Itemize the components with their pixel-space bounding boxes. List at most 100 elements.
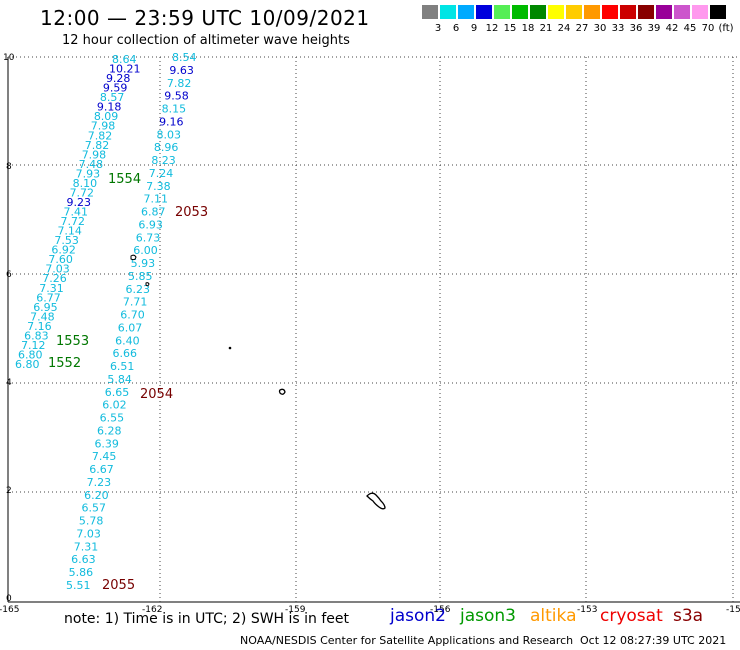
track-b-value: 6.20 bbox=[84, 489, 109, 502]
page-subtitle: 12 hour collection of altimeter wave hei… bbox=[62, 33, 350, 48]
track-b-value: 6.65 bbox=[105, 386, 130, 399]
track-a-value: 6.83 bbox=[24, 329, 49, 342]
track-a-value: 7.82 bbox=[85, 139, 110, 152]
scale-label: 30 bbox=[593, 23, 607, 34]
track-a-value: 10.21 bbox=[109, 63, 141, 76]
scale-swatch bbox=[440, 5, 456, 19]
scale-swatch bbox=[512, 5, 528, 19]
track-b-value: 5.84 bbox=[107, 373, 131, 386]
track-b-value: 6.00 bbox=[133, 244, 158, 257]
island-outline bbox=[228, 346, 232, 350]
track-a-value: 7.31 bbox=[39, 282, 64, 295]
track-b-value: 7.03 bbox=[76, 527, 101, 540]
track-b-value: 5.86 bbox=[69, 566, 94, 579]
satellite-label-jason2: jason2 bbox=[390, 606, 446, 626]
track-b-value: 6.23 bbox=[125, 283, 149, 296]
scale-swatch bbox=[566, 5, 582, 19]
track-a-value: 7.16 bbox=[27, 320, 52, 333]
island-outline bbox=[366, 492, 386, 510]
pass-number-label: 1554 bbox=[108, 172, 141, 187]
pass-number-label: 2054 bbox=[140, 387, 173, 402]
track-a-value: 8.10 bbox=[73, 177, 98, 190]
track-b-value: 7.82 bbox=[167, 77, 192, 90]
lat-tick-label: 6 bbox=[6, 270, 12, 280]
island-outline bbox=[145, 282, 150, 287]
track-a-value: 9.59 bbox=[103, 82, 128, 95]
lon-tick-label: -153 bbox=[577, 605, 597, 615]
scale-swatch bbox=[656, 5, 672, 19]
pass-number-label: 2055 bbox=[102, 578, 135, 593]
track-b-value: 6.39 bbox=[94, 437, 119, 450]
track-b-value: 8.03 bbox=[156, 128, 181, 141]
track-b-value: 8.54 bbox=[172, 51, 197, 64]
track-b-value: 6.57 bbox=[82, 502, 107, 515]
pass-number-label: 2053 bbox=[175, 205, 208, 220]
track-b-value: 6.67 bbox=[89, 463, 114, 476]
track-a-value: 7.53 bbox=[54, 234, 79, 247]
lon-tick-label: -162 bbox=[142, 605, 162, 615]
track-b-value: 8.23 bbox=[151, 154, 176, 167]
scale-swatch bbox=[638, 5, 654, 19]
track-b-value: 6.28 bbox=[97, 424, 122, 437]
track-b-value: 6.55 bbox=[100, 412, 125, 425]
track-b-value: 9.58 bbox=[164, 90, 189, 103]
track-a-value: 7.98 bbox=[91, 120, 116, 133]
track-a-value: 7.60 bbox=[48, 253, 73, 266]
track-b-value: 6.87 bbox=[141, 206, 166, 219]
scale-swatch bbox=[458, 5, 474, 19]
track-b-value: 7.23 bbox=[87, 476, 112, 489]
track-a-value: 8.64 bbox=[112, 53, 137, 66]
track-b-value: 8.15 bbox=[162, 103, 187, 116]
track-b-value: 6.66 bbox=[113, 347, 138, 360]
footer-note: note: 1) Time is in UTC; 2) SWH is in fe… bbox=[64, 611, 350, 627]
satellite-label-jason3: jason3 bbox=[460, 606, 516, 626]
track-b-value: 6.02 bbox=[102, 399, 127, 412]
track-b-value: 6.07 bbox=[118, 321, 142, 334]
track-a-value: 7.12 bbox=[21, 339, 46, 352]
track-b-value: 6.40 bbox=[115, 334, 140, 347]
lon-tick-label: -15 bbox=[726, 605, 740, 615]
scale-swatch bbox=[620, 5, 636, 19]
track-a-value: 7.48 bbox=[79, 158, 104, 171]
track-a-value: 7.82 bbox=[88, 129, 113, 142]
island-outline bbox=[130, 254, 137, 261]
lat-tick-label: 2 bbox=[6, 486, 12, 496]
scale-label: 45 bbox=[683, 23, 697, 34]
track-a-value: 7.98 bbox=[82, 148, 107, 161]
lat-tick-label: 0 bbox=[6, 594, 12, 604]
track-b-value: 6.70 bbox=[120, 309, 145, 322]
track-a-value: 7.72 bbox=[70, 186, 95, 199]
track-b-value: 5.93 bbox=[131, 257, 156, 270]
track-a-value: 6.92 bbox=[51, 244, 76, 257]
scale-swatch bbox=[584, 5, 600, 19]
lon-tick-label: -159 bbox=[285, 605, 306, 615]
track-b-value: 8.96 bbox=[154, 141, 179, 154]
track-a-value: 6.80 bbox=[18, 348, 43, 361]
scale-label: 9 bbox=[470, 23, 478, 34]
lat-tick-label: 4 bbox=[6, 378, 12, 388]
track-a-value: 8.57 bbox=[100, 91, 125, 104]
track-b-value: 7.38 bbox=[146, 180, 171, 193]
track-b-value: 6.63 bbox=[71, 553, 96, 566]
scale-label: 6 bbox=[452, 23, 460, 34]
satellite-label-s3a: s3a bbox=[673, 606, 704, 626]
scale-swatch bbox=[710, 5, 726, 19]
track-b-value: 5.85 bbox=[128, 270, 153, 283]
scale-label: 42 bbox=[665, 23, 679, 34]
lon-tick-label: -156 bbox=[430, 605, 451, 615]
track-a-value: 6.77 bbox=[36, 291, 61, 304]
track-a-value: 7.41 bbox=[64, 206, 89, 219]
track-a-value: 8.09 bbox=[94, 110, 119, 123]
scale-unit-label: (ft) bbox=[718, 23, 734, 34]
lat-tick-label: 10 bbox=[3, 53, 15, 63]
track-b-value: 6.93 bbox=[138, 218, 163, 231]
track-a-value: 7.48 bbox=[30, 310, 55, 323]
lon-tick-label: -165 bbox=[0, 605, 19, 615]
island-outline bbox=[278, 388, 286, 395]
track-a-value: 7.72 bbox=[60, 215, 85, 228]
track-a-value: 6.80 bbox=[15, 358, 40, 371]
credit-text: NOAA/NESDIS Center for Satellite Applica… bbox=[240, 634, 574, 647]
page-title: 12:00 — 23:59 UTC 10/09/2021 bbox=[40, 6, 370, 30]
scale-swatch bbox=[548, 5, 564, 19]
